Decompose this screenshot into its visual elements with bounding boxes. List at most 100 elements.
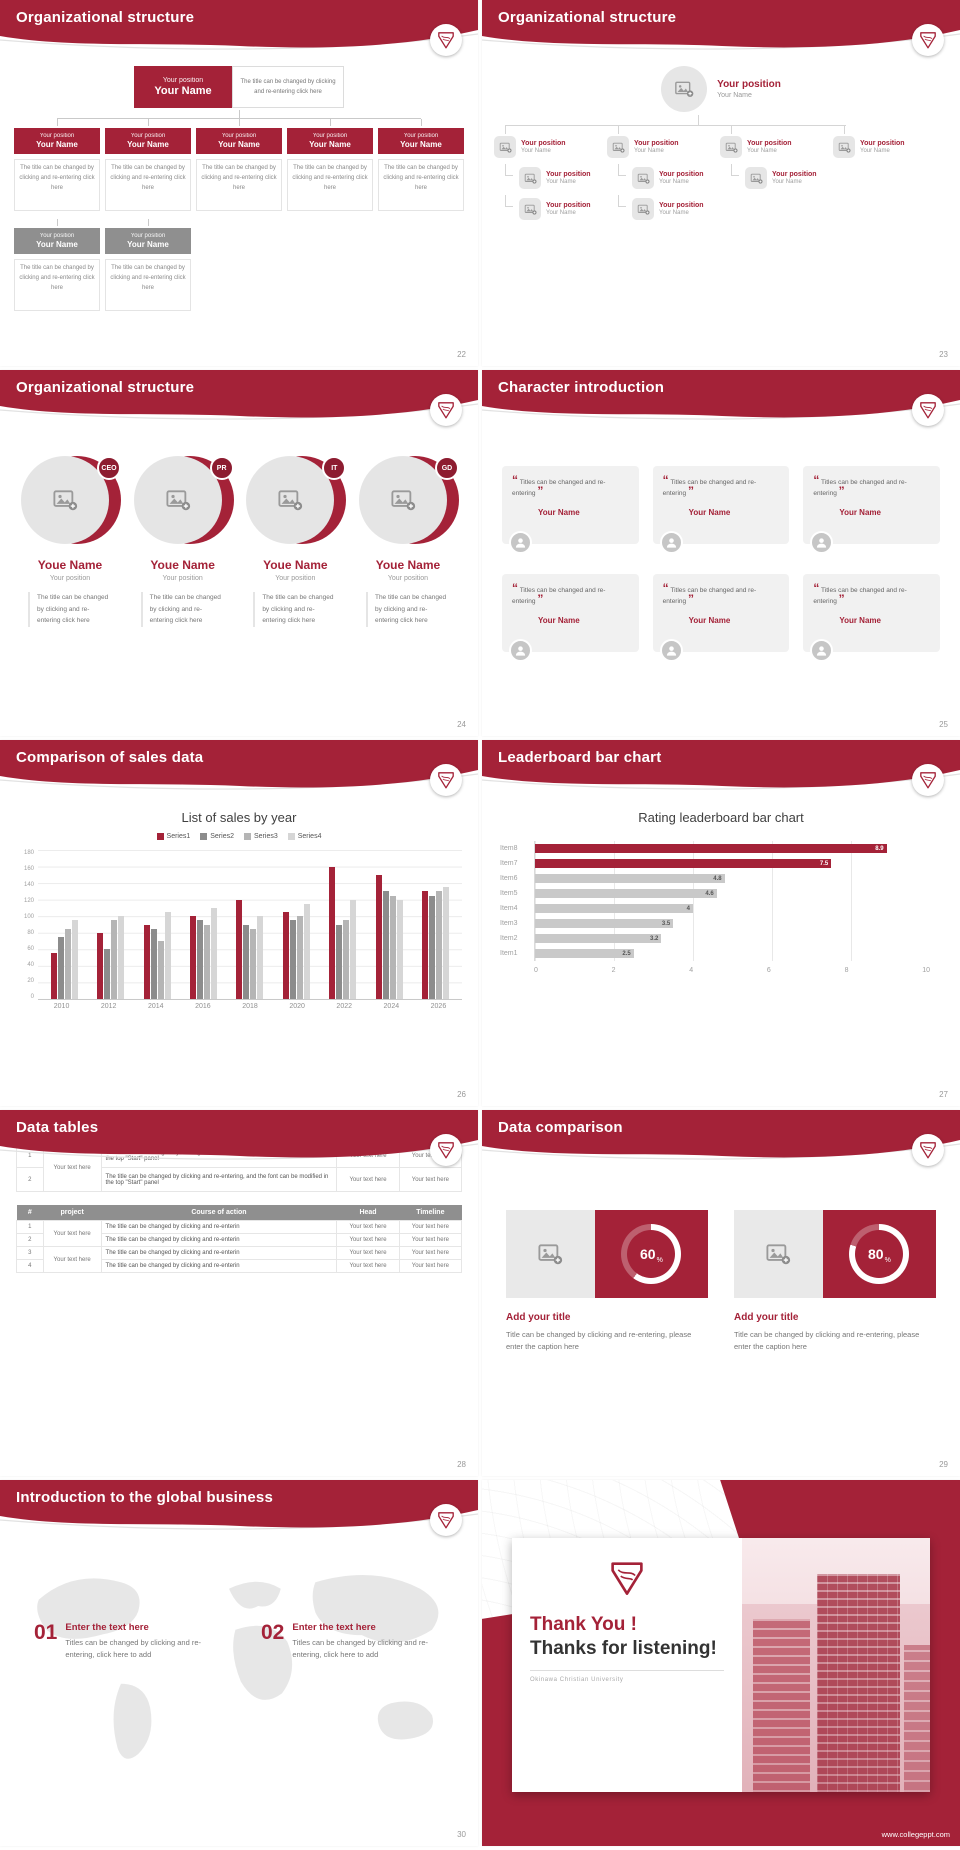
y-tick-label: 100 [23, 914, 34, 920]
org-node-description: The title can be changed by clicking and… [378, 159, 464, 211]
table-cell: The title can be changed by clicking and… [100, 1220, 338, 1234]
slide-28-data-tables: Data tables # project Course of action H… [0, 1110, 478, 1476]
bar-row: 7.5 [535, 856, 930, 871]
x-tick-label: 2010 [53, 1003, 70, 1010]
slide-29-data-comparison: Data comparison 60% Add your title Title… [482, 1110, 960, 1476]
legend-swatch [244, 833, 251, 840]
connector-line [698, 115, 699, 125]
slide-title: Introduction to the global business [16, 1489, 273, 1506]
member-name: Youe Name [375, 558, 441, 572]
member-position: Your position [275, 575, 316, 582]
category-label: Item1 [500, 950, 518, 957]
header-wave [0, 1480, 478, 1530]
bar [211, 907, 218, 999]
slide-header: Organizational structure [482, 0, 960, 60]
bar [257, 916, 264, 999]
person-avatar-icon [810, 531, 834, 554]
slide-header: Data tables [0, 1110, 478, 1170]
percent-value: 80 [868, 1246, 884, 1262]
table-cell: Your text here [336, 1167, 400, 1192]
table-cell: The title can be changed by clicking and… [100, 1259, 338, 1273]
panel-caption: Title can be changed by clicking and re-… [734, 1330, 920, 1351]
org-node-sub: Your position Your Name [501, 198, 607, 220]
person-avatar-icon [509, 639, 532, 662]
org-node-description: The title can be changed by clicking and… [287, 159, 373, 211]
slide-title: Character introduction [498, 379, 665, 396]
page-number: 28 [457, 1460, 466, 1469]
photo-placeholder-icon [833, 136, 855, 158]
member-name: Youe Name [37, 558, 103, 572]
y-tick-label: 160 [23, 866, 34, 872]
category-label: Item3 [500, 920, 518, 927]
university-crest-logo [430, 24, 462, 56]
quote-card: “ Titles can be changed and re-entering … [803, 466, 940, 554]
table-cell: Your text here [398, 1167, 463, 1192]
org-root-node: Your position Your Name [482, 66, 960, 112]
member-card: PR Youe Name Your position The title can… [131, 456, 235, 628]
bar [243, 924, 250, 999]
org-node-sub: Your position Your Name [614, 198, 720, 220]
legend-swatch [156, 833, 164, 840]
header-wave [482, 0, 960, 50]
chart-title: Rating leaderboard bar chart [638, 810, 804, 825]
photo-placeholder-icon [494, 136, 516, 158]
bar [64, 928, 71, 999]
photo-placeholder-icon [358, 456, 447, 544]
bar-row: 8.9 [535, 841, 930, 856]
value-label: 4.8 [713, 875, 722, 882]
bar [118, 916, 125, 999]
y-tick-label: 80 [27, 930, 34, 936]
category-label: Item5 [500, 890, 518, 897]
bar-group [366, 850, 412, 999]
org-node-sub: Your position Your Name [614, 167, 720, 189]
thanks-subtitle: Thanks for listening! [530, 1638, 717, 1659]
slide-header: Introduction to the global business [0, 1480, 478, 1540]
org-node-gray: Your position Your Name [14, 228, 100, 254]
org-column: Your position Your Name The title can be … [105, 219, 191, 311]
legend-item: Series3 [244, 833, 278, 840]
campus-building-photo [741, 1538, 930, 1792]
table-cell: Your text here [398, 1220, 463, 1234]
member-name: Youe Name [150, 558, 215, 572]
slide-title: Comparison of sales data [16, 749, 204, 766]
page-number: 26 [457, 1090, 466, 1099]
org-node: Your position Your Name [833, 136, 946, 158]
photo-placeholder-icon [661, 66, 708, 112]
bar: 8.9 [535, 844, 887, 853]
panel-caption: Title can be changed by clicking and re-… [506, 1330, 692, 1351]
org-node-description: The title can be changed by clicking and… [196, 159, 282, 211]
quote-text: Titles can be changed and re-entering [512, 479, 606, 498]
org-node-description: The title can be changed by clicking and… [105, 159, 191, 211]
bar [429, 895, 436, 999]
slide-23-organizational-structure: Organizational structure Your position Yo… [482, 0, 960, 366]
member-card: CEO Youe Name Your position The title ca… [18, 456, 122, 628]
header-wave [0, 370, 478, 420]
bar-group [87, 850, 133, 999]
university-crest-logo [430, 394, 462, 426]
donut-chart-80: 80% [849, 1224, 910, 1284]
chart-plot-area [38, 850, 462, 1000]
x-tick-label: 2012 [100, 1003, 117, 1010]
x-tick-label: 2022 [336, 1003, 352, 1010]
x-tick-label: 2018 [242, 1003, 258, 1010]
header-wave [0, 740, 478, 790]
org-column: Your position Your Name The title can be … [287, 119, 373, 211]
table-cell: Your text here [398, 1259, 463, 1273]
x-axis-labels: 2010 2012 2014 2016 2018 2020 2022 2024 2026 [38, 1003, 462, 1010]
table-cell: 4 [16, 1259, 44, 1273]
bar [389, 895, 396, 999]
legend-item: Series4 [287, 833, 321, 840]
y-tick-label: 40 [27, 962, 34, 968]
member-position: Your position [387, 575, 429, 582]
bar [289, 920, 296, 999]
slide-24-organizational-structure: Organizational structure CEO Youe Name Y… [0, 370, 478, 736]
world-map-background [37, 1574, 439, 1759]
university-name: Okinawa Christian University [530, 1677, 624, 1683]
y-tick-label: 0 [30, 994, 34, 1000]
chart-legend: Series1 Series2 Series3 Series4 [0, 833, 478, 840]
open-quote-icon: “ [512, 473, 518, 487]
org-node: Your position Your Name [196, 128, 282, 154]
horizontal-bar-chart: Item8 Item7 Item6 Item5 Item4 Item3 Item2 Item1… [500, 841, 930, 961]
bar [164, 912, 171, 999]
